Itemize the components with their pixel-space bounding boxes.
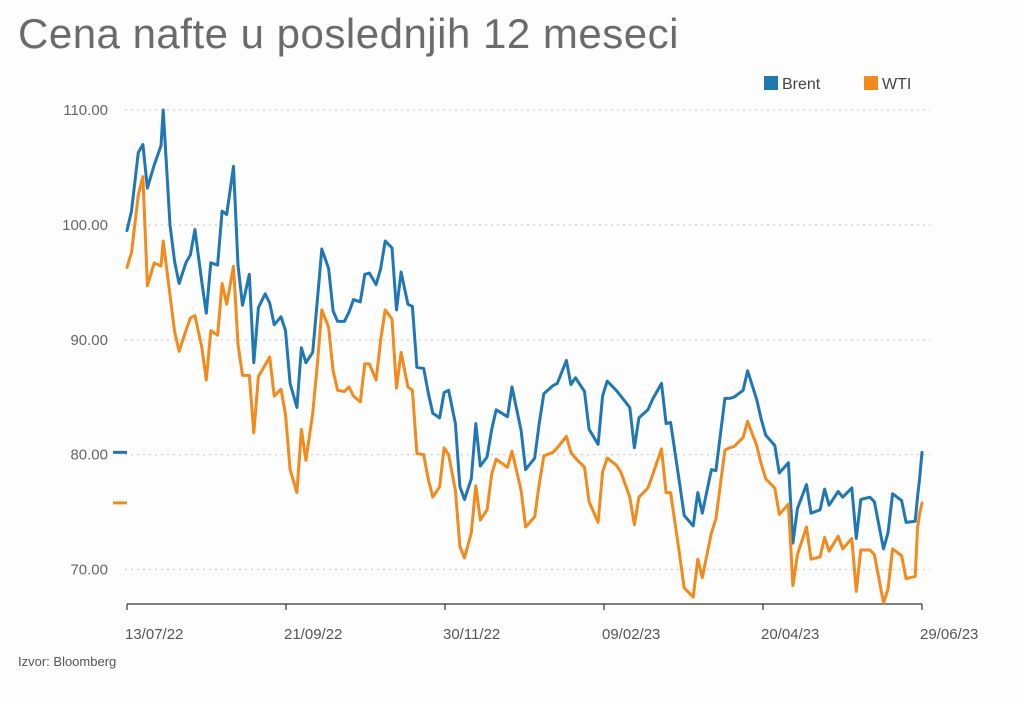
- legend-label-wti: WTI: [882, 76, 911, 93]
- x-tick-label: 30/11/22: [443, 626, 500, 643]
- x-tick-label: 21/09/22: [284, 626, 342, 643]
- chart-title: Cena nafte u poslednjih 12 meseci: [18, 10, 679, 57]
- x-tick-label: 09/02/23: [602, 626, 660, 643]
- y-tick-label: 70.00: [70, 562, 108, 579]
- x-tick-label: 20/04/23: [761, 626, 819, 643]
- source-note: Izvor: Bloomberg: [18, 654, 117, 669]
- legend-label-brent: Brent: [782, 76, 821, 93]
- x-tick-label: 13/07/22: [125, 626, 183, 643]
- series-line-brent: [125, 108, 924, 551]
- legend-swatch-brent: [764, 76, 778, 90]
- grid-layer: [125, 109, 930, 571]
- legend: Brent WTI: [764, 76, 911, 93]
- legend-swatch-wti: [864, 76, 878, 90]
- y-tick-label: 110.00: [63, 102, 108, 119]
- y-tick-label: 90.00: [70, 332, 108, 349]
- axis-layer: 110.00 100.00 90.00 80.00 70.00 13/07/22 21/09…: [62, 102, 978, 643]
- y-tick-label: 80.00: [70, 447, 108, 464]
- series-layer: [113, 108, 924, 605]
- x-tick-label: 29/06/23: [920, 626, 978, 643]
- series-line-wti: [125, 175, 924, 605]
- y-tick-label: 100.00: [62, 217, 108, 234]
